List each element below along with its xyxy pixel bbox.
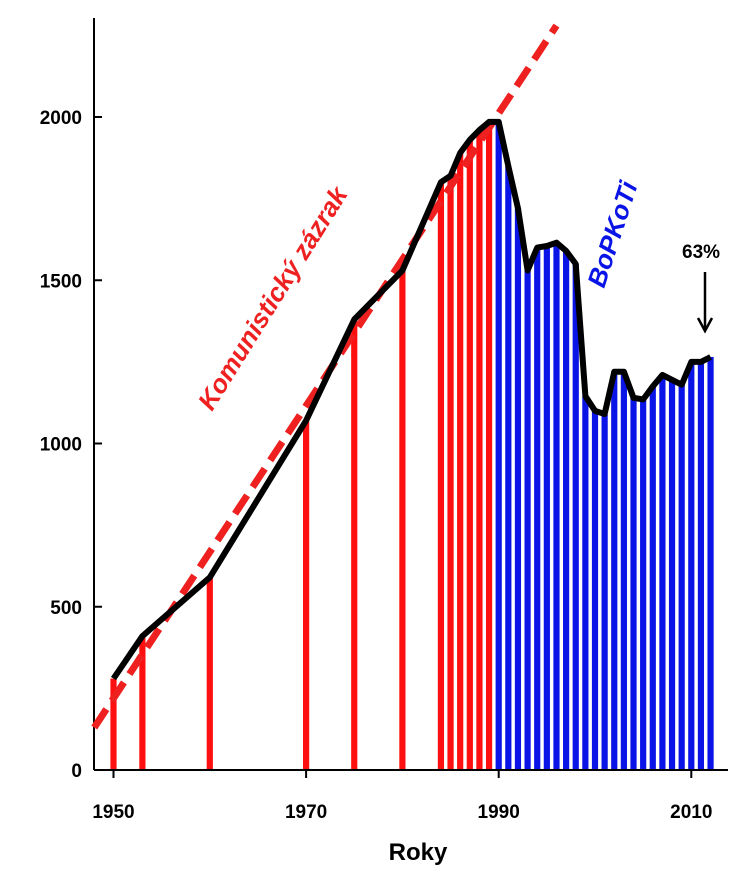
x-axis-title: Roky [389, 839, 448, 866]
y-tick-label: 1500 [40, 271, 82, 292]
bar [447, 175, 454, 770]
bar [591, 410, 599, 770]
bar [534, 247, 541, 771]
x-ticks-group: 1950 1970 1990 2010 [92, 770, 712, 823]
series-line [111, 118, 712, 681]
y-tick-label: 0 [71, 761, 82, 782]
x-tick-label: 1950 [92, 802, 134, 823]
bar [303, 420, 310, 770]
bar [697, 361, 705, 770]
bar [601, 414, 608, 770]
bar [399, 270, 406, 770]
y-tick-label: 1000 [40, 435, 82, 456]
bars-group [110, 121, 714, 771]
bar [630, 397, 637, 770]
bar [611, 371, 618, 770]
bar [437, 182, 445, 771]
bar [659, 374, 666, 770]
bar [543, 245, 550, 770]
down-arrow-icon [696, 272, 714, 334]
bar [563, 250, 570, 771]
bar [620, 371, 627, 770]
bar [707, 356, 714, 770]
bar [678, 384, 685, 770]
x-tick-label: 1990 [478, 802, 520, 823]
bar [495, 121, 502, 770]
bar [514, 208, 522, 771]
bar [649, 386, 656, 770]
bar [206, 577, 213, 770]
percent-label: 63% [682, 242, 720, 263]
bar [139, 636, 146, 770]
bar [582, 396, 589, 770]
bar [485, 121, 493, 770]
y-tick-label: 2000 [40, 108, 82, 129]
bar [466, 139, 473, 771]
blue-annotation-label: BoPKoTi [581, 177, 644, 291]
x-tick-label: 2010 [670, 802, 712, 823]
y-tick-label: 500 [50, 598, 82, 619]
bar [457, 152, 464, 771]
bar [572, 263, 579, 770]
bar [505, 165, 512, 771]
bar [351, 319, 358, 770]
y-ticks-group: 0 500 1000 1500 2000 [40, 108, 102, 782]
bar [110, 678, 117, 770]
red-annotation-label: Komunistický zázrak [192, 180, 355, 415]
axes-group [93, 18, 728, 771]
bar [553, 242, 560, 770]
bar [524, 270, 531, 770]
bar [668, 379, 676, 770]
bar [476, 130, 483, 770]
bar [640, 399, 647, 770]
x-tick-label: 1970 [285, 802, 327, 823]
bar [688, 361, 695, 770]
